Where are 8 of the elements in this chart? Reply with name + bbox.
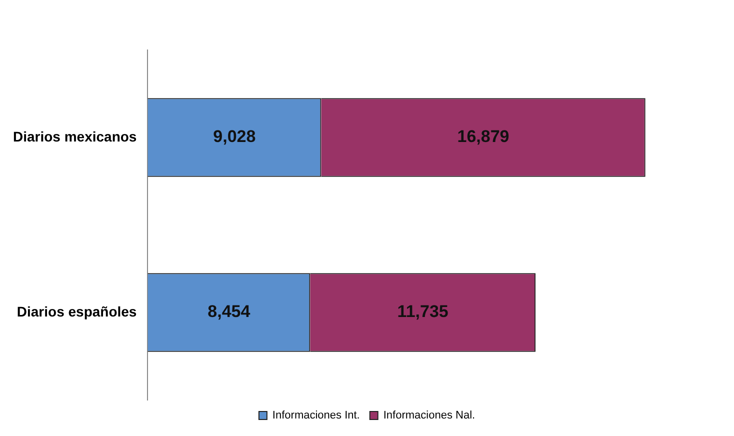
legend-label: Informaciones Int.: [272, 410, 360, 422]
y-tick-label: Diarios mexicanos: [12, 128, 137, 144]
data-label: 16,879: [457, 127, 510, 146]
data-label: 8,454: [208, 302, 251, 322]
legend-label: Informaciones Nal.: [383, 410, 476, 422]
data-label: 11,735: [397, 302, 448, 322]
y-tick-label: Diarios españoles: [16, 303, 137, 320]
data-label: 9,028: [213, 127, 256, 146]
